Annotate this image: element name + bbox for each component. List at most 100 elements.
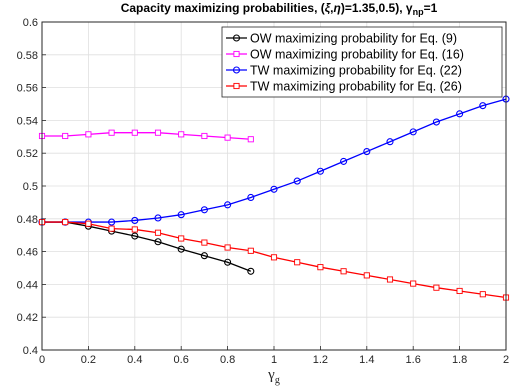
data-point-circle <box>232 66 241 74</box>
legend-entry-4: TW maximizing probability for Eq. (26) <box>226 80 462 94</box>
title-sep: , <box>330 1 333 15</box>
data-point-square <box>456 287 463 295</box>
series-line <box>42 221 252 272</box>
x-tick-label: 0.6 <box>174 354 189 366</box>
legend-label: TW maximizing probability for Eq. (26) <box>250 80 462 94</box>
data-point-circle <box>154 214 162 222</box>
y-tick-label: 0.56 <box>17 83 38 95</box>
data-point-square <box>270 254 278 261</box>
data-point-square <box>85 220 92 227</box>
data-point-circle <box>386 138 394 146</box>
data-point-circle <box>131 216 139 224</box>
data-point-square <box>247 247 254 254</box>
title-xi: ξ <box>325 1 331 15</box>
data-point-circle <box>108 218 116 226</box>
legend-entries: OW maximizing probability for Eq. (9) OW … <box>226 32 464 94</box>
data-point-square <box>224 134 231 141</box>
y-tick-label: 0.52 <box>17 148 38 160</box>
data-point-circle <box>270 185 278 193</box>
x-tick-label: 1.4 <box>359 354 374 366</box>
title-eta: η <box>334 1 341 15</box>
data-point-circle <box>363 148 371 156</box>
title-values: )=1.35,0.5), <box>341 1 406 15</box>
data-point-square <box>233 82 240 90</box>
y-tick-label: 0.44 <box>17 279 38 291</box>
data-point-circle <box>340 157 348 165</box>
legend: OW maximizing probability for Eq. (9) OW … <box>221 26 503 98</box>
y-tick-label: 0.4 <box>23 345 38 357</box>
data-point-circle <box>224 201 232 209</box>
data-point-circle <box>224 258 232 266</box>
x-tick-label: 0.4 <box>127 354 142 366</box>
y-tick-label: 0.42 <box>17 312 38 324</box>
data-point-square <box>62 132 69 140</box>
y-tick-label: 0.54 <box>17 115 38 127</box>
data-point-circle <box>232 34 241 42</box>
legend-entry-1: OW maximizing probability for Eq. (9) <box>226 32 457 46</box>
data-point-square <box>363 272 370 279</box>
data-point-circle <box>247 193 255 202</box>
y-tick-label: 0.5 <box>23 181 38 193</box>
data-point-square <box>317 264 324 271</box>
data-point-square <box>178 235 185 242</box>
data-point-square <box>433 284 440 291</box>
data-point-square <box>479 291 486 298</box>
plot-area-frame <box>41 21 507 351</box>
data-point-circle <box>200 252 208 260</box>
x-tick-label: 0.8 <box>220 354 235 366</box>
plot-series <box>38 95 510 301</box>
data-point-square <box>201 132 208 140</box>
series-line <box>42 98 507 223</box>
data-point-circle <box>409 128 417 136</box>
legend-entry-2: OW maximizing probability for Eq. (16) <box>226 48 464 62</box>
data-point-square <box>131 129 138 136</box>
legend-entry-3: TW maximizing probability for Eq. (22) <box>226 64 462 78</box>
axis-tick-labels: 0 0.2 0.4 0.6 0.8 1 1.2 1.4 1.6 1.8 2 0.4 0.42 0.44 0.… <box>17 17 509 366</box>
data-point-square <box>340 268 347 275</box>
legend-label: OW maximizing probability for Eq. (16) <box>250 48 464 62</box>
data-point-circle <box>247 267 255 275</box>
data-point-circle <box>479 102 487 110</box>
title-gamma: γ <box>406 1 413 15</box>
data-point-square <box>386 276 394 283</box>
data-point-circle <box>177 245 185 253</box>
data-point-square <box>108 225 115 232</box>
y-tick-label: 0.6 <box>23 17 38 29</box>
y-tick-label: 0.46 <box>17 247 38 259</box>
x-tick-label: 1 <box>271 354 277 366</box>
data-point-square <box>62 219 69 226</box>
data-point-circle <box>456 110 464 118</box>
x-tick-label: 1.8 <box>452 354 467 366</box>
y-tick-label: 0.48 <box>17 214 38 226</box>
series-3 <box>38 95 510 226</box>
x-axis-label: γg <box>267 367 280 386</box>
data-point-square <box>201 239 208 246</box>
data-point-circle <box>316 167 324 175</box>
data-point-circle <box>154 238 162 246</box>
data-point-circle <box>177 211 185 219</box>
title-prefix: Capacity maximizing probabilities, ( <box>121 1 325 15</box>
data-point-square <box>247 136 254 143</box>
data-point-square <box>294 259 301 266</box>
x-axis-subscript: g <box>275 375 280 386</box>
x-axis-symbol: γ <box>267 367 275 383</box>
data-point-square <box>85 131 92 138</box>
legend-label: OW maximizing probability for Eq. (9) <box>250 32 457 46</box>
data-point-circle <box>432 118 440 126</box>
data-point-circle <box>200 206 208 214</box>
data-point-square <box>410 280 417 287</box>
chart-title: Capacity maximizing probabilities, (ξ,η)… <box>121 1 438 17</box>
data-point-square <box>131 226 138 233</box>
legend-box <box>221 26 503 98</box>
data-point-square <box>154 229 162 236</box>
data-point-square <box>178 131 185 138</box>
title-suffix: =1 <box>424 1 438 15</box>
x-tick-label: 1.2 <box>313 354 328 366</box>
x-tick-label: 0.2 <box>81 354 96 366</box>
data-point-square <box>233 50 240 58</box>
title-subscript: np <box>413 7 424 17</box>
y-tick-label: 0.58 <box>17 50 38 62</box>
series-line <box>42 132 251 140</box>
x-tick-label: 2 <box>503 354 509 366</box>
